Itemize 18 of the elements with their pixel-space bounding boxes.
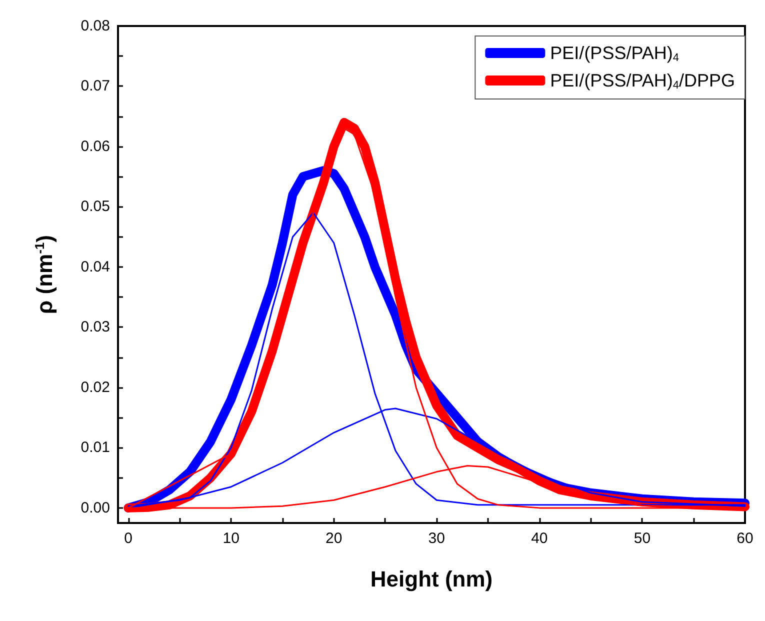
y-tick-label: 0.05 [80,198,110,216]
x-tick-label: 40 [531,530,548,547]
x-tick-label: 60 [736,530,754,547]
y-tick-label: 0.00 [80,499,110,516]
x-tick-label: 20 [326,530,342,547]
y-tick-label: 0.07 [80,78,110,95]
y-tick-label: 0.03 [80,318,110,336]
y-tick-label: 0.08 [80,18,110,34]
x-tick-label: 50 [634,530,651,547]
y-tick-label: 0.06 [80,138,110,155]
x-tick-label: 0 [124,530,132,547]
x-axis-title: Height (nm) [370,566,493,592]
y-tick-label: 0.04 [80,258,110,276]
x-tick-label: 30 [428,530,445,547]
y-tick-label: 0.02 [80,378,110,396]
x-tick-label: 10 [222,530,240,547]
y-tick-label: 0.01 [80,439,110,456]
y-axis-title: ρ (nm-1) [32,235,57,314]
